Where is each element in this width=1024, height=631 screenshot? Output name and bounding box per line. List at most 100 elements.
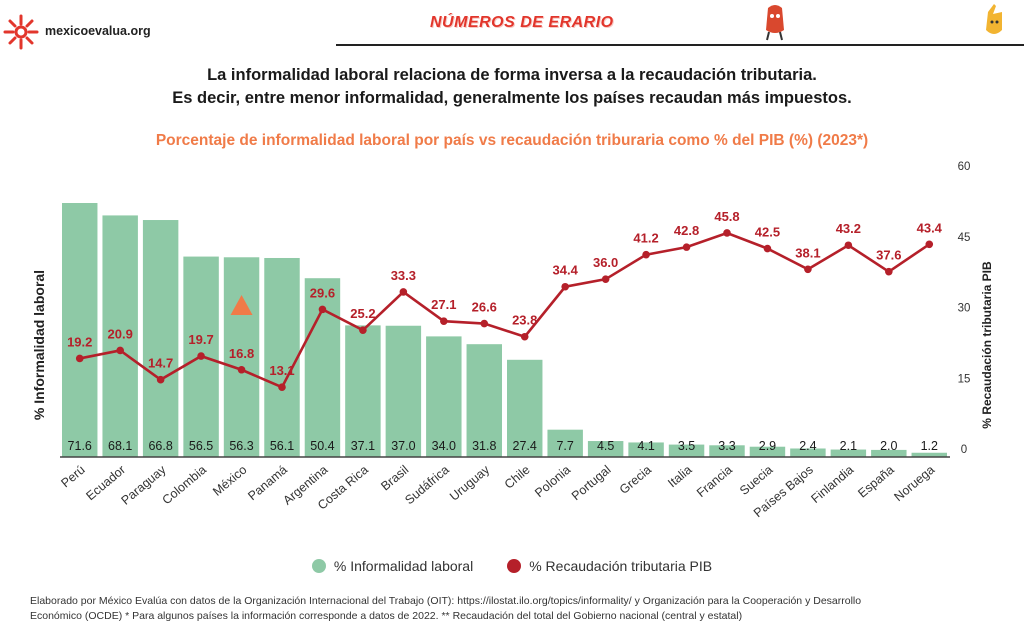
bar-value-label: 2.0 [880, 439, 897, 453]
bar [304, 278, 341, 457]
bar [749, 446, 786, 457]
line-value-label: 43.4 [917, 220, 943, 235]
line-point [237, 365, 246, 374]
line-value-label: 13.1 [269, 363, 294, 378]
line-point [318, 305, 327, 314]
bar-value-label: 37.1 [351, 439, 375, 453]
line-point [399, 288, 408, 296]
y2-tick-label: 0 [961, 444, 967, 456]
x-tick-label: Brasil [378, 463, 411, 494]
mascot-icon [766, 5, 784, 41]
mascot-hand-icon [986, 4, 1002, 34]
line-value-label: 36.0 [593, 255, 618, 270]
bar-value-label: 2.9 [759, 439, 776, 453]
line-point [723, 229, 731, 237]
bar-value-label: 2.4 [799, 439, 816, 453]
x-tick-label: Chile [502, 463, 533, 492]
line-value-label: 23.8 [512, 313, 537, 328]
tax-revenue-line [79, 231, 931, 389]
line-point [197, 352, 205, 360]
bar [871, 449, 907, 457]
bar [790, 448, 826, 457]
line-point [480, 319, 489, 328]
footnote-line-1: Elaborado por México Evalúa con datos de… [30, 595, 862, 607]
bar [709, 445, 745, 457]
footnote-line-2: Económico (OCDE) * Para algunos países l… [30, 610, 743, 622]
line-point [156, 375, 165, 384]
line-value-label: 33.3 [391, 268, 416, 283]
bar-value-label: 37.0 [391, 439, 415, 453]
bar-value-label: 2.1 [840, 439, 857, 453]
line-value-label: 37.6 [876, 248, 901, 263]
legend-swatch-bars [311, 559, 326, 573]
line-point [642, 250, 650, 259]
bar [102, 215, 138, 457]
bar [911, 452, 947, 457]
line-value-label: 14.7 [148, 356, 173, 371]
bar-value-label: 50.4 [310, 439, 334, 453]
bar-value-label: 1.2 [921, 439, 938, 453]
bar-value-label: 56.3 [229, 439, 253, 453]
bar [830, 449, 867, 457]
x-tick-label: Francia [694, 463, 735, 501]
x-tick-label: Uruguay [447, 462, 493, 504]
x-tick-label: Portugal [569, 463, 614, 504]
bar-value-label: 3.3 [718, 439, 735, 453]
line-value-label: 20.9 [108, 326, 133, 341]
line-point [75, 354, 84, 363]
bar [426, 336, 462, 457]
x-tick-label: México [210, 463, 249, 499]
bar [62, 203, 98, 457]
line-value-label: 45.8 [714, 209, 739, 224]
line-value-label: 34.4 [553, 263, 579, 278]
line-value-label: 38.1 [795, 245, 820, 260]
bar-value-label: 66.8 [148, 439, 172, 453]
brand-logo: NÚMEROS DE ERARIO [430, 14, 614, 31]
bar-value-label: 27.4 [513, 439, 537, 453]
legend-swatch-line [507, 559, 522, 573]
legend-item-bars[interactable]: % Informalidad laboral [311, 558, 473, 574]
line-value-label: 25.2 [350, 306, 375, 321]
mexico-marker-icon [230, 295, 253, 315]
footnote: Elaborado por México Evalúa con datos de… [30, 594, 990, 624]
x-tick-label: Polonia [532, 463, 573, 501]
line-point [925, 240, 934, 249]
line-point [561, 282, 569, 291]
x-tick-label: Finlandia [808, 463, 856, 506]
line-point [440, 317, 448, 325]
line-point [885, 267, 893, 276]
bar [668, 444, 705, 457]
line-value-label: 26.6 [472, 300, 497, 315]
line-value-label: 27.1 [431, 297, 456, 312]
chart: 71.6 68.1 66.8 56.5 56.3 56.1 50.4 37.1 37.0 34.0… [31, 161, 994, 520]
bar [345, 325, 381, 457]
headline-line-1: La informalidad laboral relaciona de for… [207, 66, 817, 84]
x-tick-label: Perú [58, 463, 87, 491]
line-point [682, 243, 691, 251]
line-value-label: 19.7 [188, 332, 213, 347]
bar [264, 257, 300, 457]
line-point [116, 346, 124, 355]
line-point [520, 332, 529, 341]
bar [628, 442, 664, 457]
bar-value-label: 56.1 [270, 439, 294, 453]
bar-value-label: 68.1 [108, 439, 132, 453]
line-point [601, 275, 610, 283]
bar-value-label: 3.5 [678, 439, 695, 453]
x-tick-label: Italia [665, 463, 694, 491]
chart-title: Porcentaje de informalidad laboral por p… [155, 132, 869, 149]
y2-tick-label: 30 [958, 303, 971, 315]
legend: % Informalidad laboral % Recaudación tri… [0, 558, 1024, 574]
line-value-label: 42.5 [755, 225, 780, 240]
y-axis-label: % Informalidad laboral [31, 270, 47, 420]
line-value-label: 41.2 [633, 231, 658, 246]
line-value-label: 16.8 [229, 346, 254, 361]
site-name[interactable]: mexicoevalua.org [45, 24, 151, 38]
bar-value-label: 4.1 [637, 439, 654, 453]
bar-value-label: 34.0 [432, 439, 456, 453]
legend-item-line[interactable]: % Recaudación tributaria PIB [507, 558, 712, 574]
bar [466, 344, 502, 457]
bar-value-label: 71.6 [68, 439, 92, 453]
bar-value-label: 56.5 [189, 439, 213, 453]
line-point [844, 241, 853, 250]
